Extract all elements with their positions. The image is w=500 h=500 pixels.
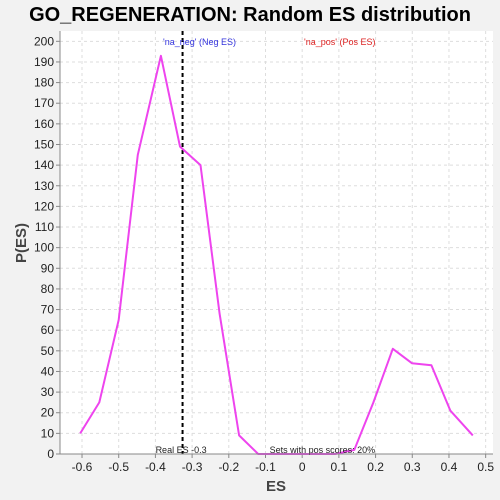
y-tick-label: 180 xyxy=(34,76,54,90)
real-es-annotation: Real ES -0.3 xyxy=(156,445,207,455)
legend-pos-es: 'na_pos' (Pos ES) xyxy=(304,37,375,47)
y-tick-label: 120 xyxy=(34,199,54,213)
x-tick-label: 0 xyxy=(299,460,306,474)
grid xyxy=(60,31,493,455)
y-tick-label: 0 xyxy=(47,447,54,461)
y-tick-label: 140 xyxy=(34,158,54,172)
y-tick-label: 80 xyxy=(41,282,55,296)
x-axis: -0.6 -0.5 -0.4 -0.3 -0.2 -0.1 0 0.1 0.2 0.3 0.4 0.5 xyxy=(72,454,494,474)
y-tick-label: 90 xyxy=(41,261,55,275)
pos-scores-annotation: Sets with pos scores: 20% xyxy=(270,445,376,455)
x-tick-label: 0.1 xyxy=(331,460,348,474)
x-tick-label: -0.3 xyxy=(182,460,203,474)
x-axis-label: ES xyxy=(266,478,286,495)
y-axis: 0 10 20 30 40 50 60 70 80 90 100 110 120 130 140 150 160… xyxy=(34,34,60,461)
legend-neg-es: 'na_neg' (Neg ES) xyxy=(163,37,236,47)
y-tick-label: 100 xyxy=(34,241,54,255)
x-tick-label: 0.5 xyxy=(477,460,494,474)
y-tick-label: 150 xyxy=(34,137,54,151)
x-tick-label: 0.2 xyxy=(367,460,384,474)
y-axis-label: P(ES) xyxy=(13,223,30,263)
y-tick-label: 190 xyxy=(34,55,54,69)
x-tick-label: -0.4 xyxy=(145,460,166,474)
x-tick-label: 0.3 xyxy=(404,460,421,474)
x-tick-label: -0.1 xyxy=(255,460,276,474)
y-tick-label: 170 xyxy=(34,96,54,110)
y-tick-label: 70 xyxy=(41,303,55,317)
y-tick-label: 60 xyxy=(41,323,55,337)
y-tick-label: 50 xyxy=(41,344,55,358)
y-tick-label: 110 xyxy=(35,220,54,234)
x-tick-label: -0.6 xyxy=(72,460,93,474)
y-tick-label: 130 xyxy=(34,179,54,193)
x-tick-label: -0.2 xyxy=(218,460,239,474)
plot-area xyxy=(60,31,493,454)
y-tick-label: 40 xyxy=(41,364,55,378)
y-tick-label: 200 xyxy=(34,34,54,48)
y-tick-label: 10 xyxy=(41,426,55,440)
chart-title: GO_REGENERATION: Random ES distribution xyxy=(29,4,471,26)
y-tick-label: 30 xyxy=(41,385,55,399)
y-tick-label: 160 xyxy=(34,117,54,131)
y-tick-label: 20 xyxy=(41,406,55,420)
x-tick-label: -0.5 xyxy=(108,460,129,474)
x-tick-label: 0.4 xyxy=(441,460,458,474)
